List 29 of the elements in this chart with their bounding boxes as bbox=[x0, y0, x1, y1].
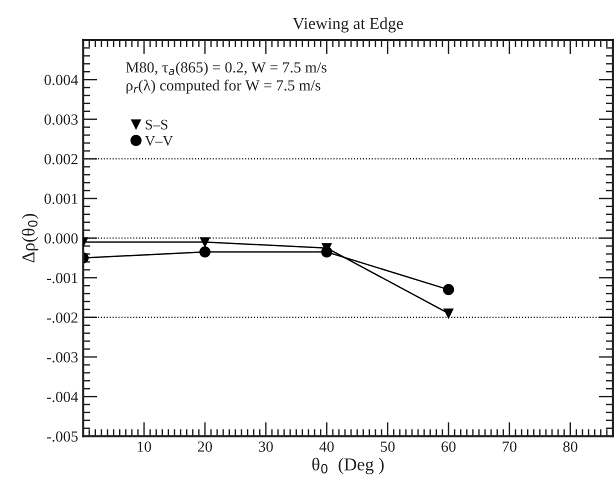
y-tick-label: -.004 bbox=[47, 392, 78, 402]
point bbox=[200, 237, 210, 247]
x-tick-label: 40 bbox=[319, 442, 334, 452]
y-tick-label: -.005 bbox=[47, 431, 78, 442]
point bbox=[444, 308, 454, 318]
y-axis-title: Δρ(θ$_{0}$) bbox=[22, 214, 38, 262]
legend-label: V–V bbox=[144, 136, 173, 146]
x-tick-label: 20 bbox=[198, 442, 212, 452]
y-tick-label: 0.002 bbox=[44, 154, 78, 164]
chart-title: Viewing at Edge bbox=[292, 17, 403, 32]
point bbox=[442, 284, 454, 296]
y-tick-label: 0.004 bbox=[44, 74, 78, 86]
y-tick-label: 0.000 bbox=[44, 233, 78, 244]
x-tick-label: 30 bbox=[258, 442, 273, 452]
x-tick-label: 70 bbox=[502, 442, 516, 452]
point bbox=[199, 246, 210, 258]
annotation: M80, τ$_{a}$(865) = 0.2, W = 7.5 m/s bbox=[126, 62, 326, 76]
y-tick-label: 0.003 bbox=[44, 114, 78, 125]
legend-label: S–S bbox=[146, 120, 168, 130]
annotation: ρ$_{r}$(λ) computed for W = 7.5 m/s bbox=[126, 80, 320, 94]
x-tick-label: 10 bbox=[138, 442, 152, 452]
x-axis-title: θ$_{0}$ (Deg ) bbox=[312, 458, 384, 474]
x-tick-label: 50 bbox=[380, 442, 395, 452]
y-tick-label: -.001 bbox=[47, 272, 78, 284]
y-tick-label: -.002 bbox=[47, 312, 78, 323]
y-tick-label: -.003 bbox=[47, 352, 78, 362]
x-tick-label: 60 bbox=[442, 442, 456, 452]
x-tick-label: 80 bbox=[563, 442, 578, 452]
y-tick-label: 0.001 bbox=[44, 194, 78, 204]
